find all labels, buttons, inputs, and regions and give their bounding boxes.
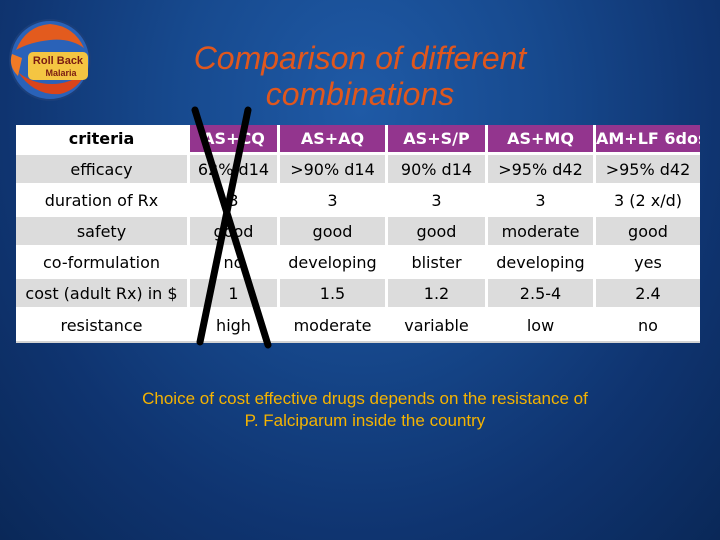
table-cell: 3 (2 x/d)	[596, 186, 700, 217]
table-cell: >95% d42	[596, 155, 700, 186]
table-cell: 3	[388, 186, 488, 217]
table-cell: developing	[280, 248, 388, 279]
row-label: co-formulation	[16, 248, 190, 279]
table-row: co-formulation no developing blister dev…	[16, 248, 700, 279]
table-row: cost (adult Rx) in $ 1 1.5 1.2 2.5-4 2.4	[16, 279, 700, 310]
table-cell: good	[388, 217, 488, 248]
table-cell: good	[596, 217, 700, 248]
row-label: cost (adult Rx) in $	[16, 279, 190, 310]
header-as-mq: AS+MQ	[488, 125, 596, 155]
table-cell: 2.4	[596, 279, 700, 310]
table-header-row: criteria AS+CQ AS+AQ AS+S/P AS+MQ AM+LF …	[16, 125, 700, 155]
table-cell: low	[488, 310, 596, 341]
table-cell: 1.2	[388, 279, 488, 310]
conclusion-note: Choice of cost effective drugs depends o…	[60, 388, 670, 432]
comparison-table: criteria AS+CQ AS+AQ AS+S/P AS+MQ AM+LF …	[16, 125, 700, 343]
title-line-2: combinations	[265, 76, 455, 112]
note-line-2: P. Falciparum inside the country	[244, 411, 486, 430]
header-as-aq: AS+AQ	[280, 125, 388, 155]
table-cell: 1.5	[280, 279, 388, 310]
table-cell: 3	[488, 186, 596, 217]
table-cell: no	[190, 248, 280, 279]
title-line-1: Comparison of different	[193, 40, 527, 76]
table-cell: moderate	[488, 217, 596, 248]
row-label: resistance	[16, 310, 190, 341]
table-cell: 1	[190, 279, 280, 310]
table-cell: high	[190, 310, 280, 341]
table-cell: no	[596, 310, 700, 341]
header-as-cq: AS+CQ	[190, 125, 280, 155]
table-cell: >95% d42	[488, 155, 596, 186]
row-label: efficacy	[16, 155, 190, 186]
table-cell: 62% d14	[190, 155, 280, 186]
table-row: resistance high moderate variable low no	[16, 310, 700, 341]
header-criteria: criteria	[16, 125, 190, 155]
table-cell: variable	[388, 310, 488, 341]
table-row: safety good good good moderate good	[16, 217, 700, 248]
table-cell: >90% d14	[280, 155, 388, 186]
table-cell: 2.5-4	[488, 279, 596, 310]
slide-title: Comparison of different combinations	[120, 40, 600, 112]
table-row: efficacy 62% d14 >90% d14 90% d14 >95% d…	[16, 155, 700, 186]
header-am-lf: AM+LF 6doses	[596, 125, 700, 155]
svg-text:Roll Back: Roll Back	[33, 55, 84, 67]
table-cell: 3	[280, 186, 388, 217]
table-row: duration of Rx 3 3 3 3 3 (2 x/d)	[16, 186, 700, 217]
table-cell: moderate	[280, 310, 388, 341]
table-cell: good	[190, 217, 280, 248]
table-cell: 3	[190, 186, 280, 217]
svg-text:Malaria: Malaria	[45, 68, 77, 78]
table-cell: blister	[388, 248, 488, 279]
table-cell: yes	[596, 248, 700, 279]
table-cell: good	[280, 217, 388, 248]
table-cell: 90% d14	[388, 155, 488, 186]
note-line-1: Choice of cost effective drugs depends o…	[142, 389, 588, 408]
roll-back-malaria-logo: Roll Back Malaria	[4, 14, 96, 106]
header-as-sp: AS+S/P	[388, 125, 488, 155]
table-cell: developing	[488, 248, 596, 279]
row-label: safety	[16, 217, 190, 248]
row-label: duration of Rx	[16, 186, 190, 217]
